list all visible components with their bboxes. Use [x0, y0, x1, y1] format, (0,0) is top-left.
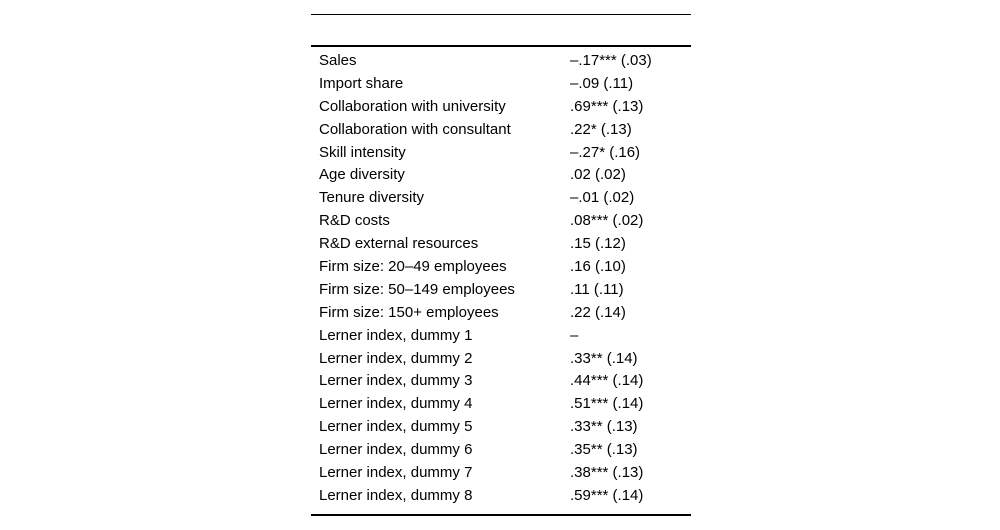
row-variable-label: Lerner index, dummy 1 — [319, 326, 473, 344]
table-row: Firm size: 20–49 employees .16 (.10) — [311, 256, 691, 279]
row-variable-label: Age diversity — [319, 166, 405, 184]
row-variable-label: Lerner index, dummy 3 — [319, 372, 473, 390]
row-variable-label: Lerner index, dummy 7 — [319, 464, 473, 482]
table-row: Import share –.09 (.11) — [311, 73, 691, 96]
row-estimate-value: .11 (.11) — [570, 280, 624, 298]
row-variable-label: R&D costs — [319, 212, 390, 230]
table-row: R&D costs .08*** (.02) — [311, 210, 691, 233]
row-variable-label: Lerner index, dummy 2 — [319, 349, 473, 367]
row-variable-label: Lerner index, dummy 4 — [319, 395, 473, 413]
row-estimate-value: .02 (.02) — [570, 166, 626, 184]
row-variable-label: Firm size: 50–149 employees — [319, 280, 515, 298]
row-estimate-value: .08*** (.02) — [570, 212, 644, 230]
row-variable-label: Sales — [319, 52, 357, 69]
row-estimate-value: .35** (.13) — [570, 441, 638, 459]
table-bottom-rule — [311, 514, 691, 516]
table-header-rule — [311, 45, 691, 47]
table-row: Sales –.17*** (.03) — [311, 50, 691, 73]
table-row: Collaboration with university .69*** (.1… — [311, 96, 691, 119]
table-body: Sales –.17*** (.03) Import share –.09 (.… — [311, 50, 691, 508]
row-variable-label: Tenure diversity — [319, 189, 425, 207]
row-estimate-value: .44*** (.14) — [570, 372, 644, 390]
table-row: Lerner index, dummy 3 .44*** (.14) — [311, 370, 691, 393]
row-estimate-value: – — [570, 326, 579, 344]
row-variable-label: Lerner index, dummy 6 — [319, 441, 473, 459]
row-variable-label: Import share — [319, 74, 404, 92]
table-top-rule — [311, 14, 691, 15]
table-row: Lerner index, dummy 1 – — [311, 325, 691, 348]
row-estimate-value: –.01 (.02) — [570, 189, 635, 207]
row-variable-label: Collaboration with consultant — [319, 120, 511, 138]
row-estimate-value: .22 (.14) — [570, 303, 626, 321]
row-estimate-value: .51*** (.14) — [570, 395, 644, 413]
table-row: Lerner index, dummy 8 .59*** (.14) — [311, 485, 691, 508]
row-estimate-value: –.27* (.16) — [570, 143, 641, 161]
table-row: Age diversity .02 (.02) — [311, 164, 691, 187]
row-variable-label: Firm size: 20–49 employees — [319, 258, 507, 276]
row-estimate-value: .16 (.10) — [570, 258, 626, 276]
row-estimate-value: .69*** (.13) — [570, 97, 644, 115]
row-estimate-value: .15 (.12) — [570, 235, 626, 253]
row-estimate-value: .59*** (.14) — [570, 486, 644, 504]
results-table: Sales –.17*** (.03) Import share –.09 (.… — [311, 0, 691, 530]
row-estimate-value: –.17*** (.03) — [570, 52, 652, 69]
table-row: Lerner index, dummy 7 .38*** (.13) — [311, 462, 691, 485]
row-variable-label: Lerner index, dummy 5 — [319, 418, 473, 436]
table-row: R&D external resources .15 (.12) — [311, 233, 691, 256]
table-row: Firm size: 50–149 employees .11 (.11) — [311, 279, 691, 302]
row-estimate-value: .22* (.13) — [570, 120, 632, 138]
table-row: Skill intensity –.27* (.16) — [311, 142, 691, 165]
row-estimate-value: .38*** (.13) — [570, 464, 644, 482]
table-row: Firm size: 150+ employees .22 (.14) — [311, 302, 691, 325]
row-variable-label: Firm size: 150+ employees — [319, 303, 499, 321]
table-row: Tenure diversity –.01 (.02) — [311, 187, 691, 210]
row-variable-label: Lerner index, dummy 8 — [319, 486, 473, 504]
row-variable-label: R&D external resources — [319, 235, 479, 253]
row-estimate-value: .33** (.14) — [570, 349, 638, 367]
row-variable-label: Collaboration with university — [319, 97, 506, 115]
table-row: Lerner index, dummy 2 .33** (.14) — [311, 348, 691, 371]
table-row: Lerner index, dummy 5 .33** (.13) — [311, 416, 691, 439]
table-row: Lerner index, dummy 6 .35** (.13) — [311, 439, 691, 462]
row-estimate-value: –.09 (.11) — [570, 74, 634, 92]
table-row: Collaboration with consultant .22* (.13) — [311, 119, 691, 142]
row-variable-label: Skill intensity — [319, 143, 406, 161]
table-row: Lerner index, dummy 4 .51*** (.14) — [311, 393, 691, 416]
row-estimate-value: .33** (.13) — [570, 418, 638, 436]
